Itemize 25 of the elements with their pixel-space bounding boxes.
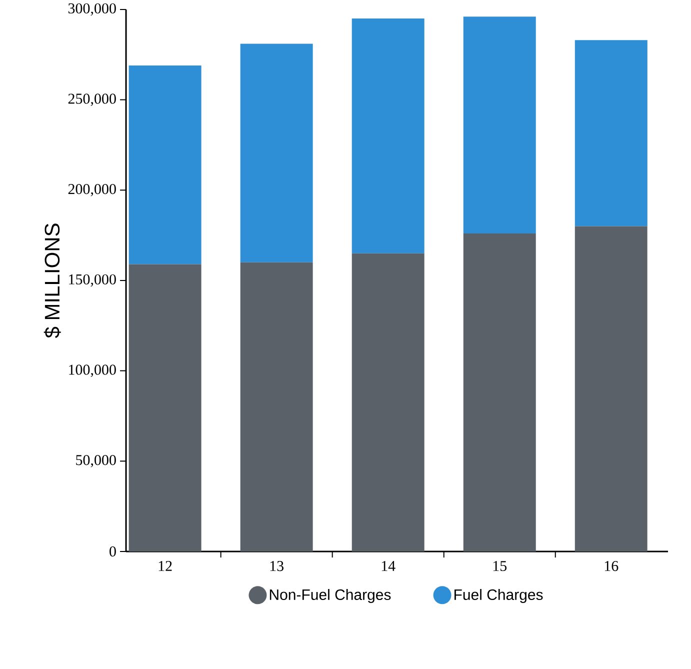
bar <box>352 18 424 254</box>
bar <box>128 264 202 552</box>
x-tick-label: 13 <box>270 561 284 572</box>
y-axis-title: $ MILLIONS <box>44 224 61 338</box>
bar <box>463 16 536 234</box>
x-tick-label: 12 <box>158 561 172 571</box>
legend-label: Non-Fuel Charges <box>270 589 391 604</box>
x-tick-label: 14 <box>382 561 396 571</box>
bar <box>128 66 202 264</box>
y-tick-label: 150,000 <box>69 274 116 287</box>
y-tick-label: 250,000 <box>68 94 116 106</box>
bar <box>463 234 536 552</box>
y-tick-label: 100,000 <box>69 364 116 377</box>
y-tick-label: 200,000 <box>68 184 116 196</box>
bar <box>240 44 313 262</box>
bar <box>240 262 313 552</box>
y-tick-label: 50,000 <box>76 455 116 468</box>
bar <box>574 226 648 552</box>
bar <box>574 40 648 226</box>
bar <box>352 253 424 552</box>
x-tick-label: 16 <box>604 561 618 572</box>
y-tick-label: 300,000 <box>68 3 116 16</box>
x-tick-label: 15 <box>493 561 507 572</box>
legend-label: Fuel Charges <box>454 589 543 604</box>
y-tick-label: 0 <box>110 546 116 557</box>
